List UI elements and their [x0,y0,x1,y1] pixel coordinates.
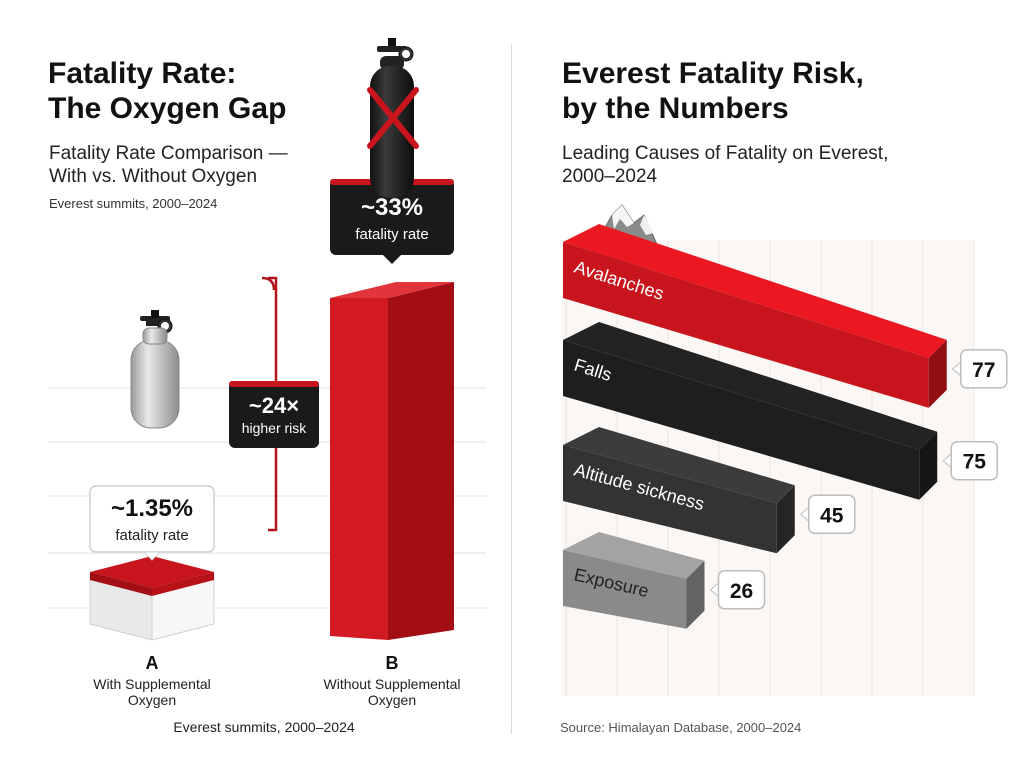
value-label-falls: 75 [963,451,987,474]
category-description-B: Oxygen [368,692,416,708]
value-sublabel-B: fatality rate [355,226,428,243]
left-subtitle-line1: Fatality Rate Comparison — [49,143,288,164]
value-label-exposure: 26 [730,580,753,603]
category-description-B: Without Supplemental [324,676,461,692]
right-source: Source: Himalayan Database, 2000–2024 [560,720,801,735]
value-callout-altitude-sickness: 45 [799,494,856,535]
value-sublabel-A: fatality rate [115,527,188,544]
right-subtitle: Leading Causes of Fatality on Everest, 2… [562,142,888,188]
category-description-A: With Supplemental [93,676,211,692]
panel-divider [511,44,512,734]
left-title-line1: Fatality Rate: [48,57,237,90]
left-panel: Fatality Rate: The Oxygen Gap Fatality R… [48,56,288,211]
bar-avalanches: Avalanches [563,224,947,408]
value-callout-avalanches: 77 [951,349,1008,389]
left-title: Fatality Rate: The Oxygen Gap [48,56,286,126]
category-label-B: B [386,653,399,673]
oxygen-tank-icon [130,310,180,429]
comparison-callout: ~24× higher risk [229,381,319,448]
bar-A [89,556,215,641]
value-callout-exposure: 26 [709,570,766,610]
left-footer: Everest summits, 2000–2024 [173,719,355,735]
bar-altitude-sickness: Altitude sickness [563,427,795,554]
right-subtitle-line2: 2000–2024 [562,166,658,187]
value-callout-falls: 75 [942,440,998,481]
bar-B [330,281,454,640]
comparison-label: higher risk [242,420,308,436]
category-description-A: Oxygen [128,692,176,708]
bar-exposure: Exposure [563,532,705,629]
left-note: Everest summits, 2000–2024 [49,196,218,211]
value-callout-A: ~1.35% fatality rate [89,485,215,561]
right-chart-bars: Avalanches 77 Falls 75 Altitude sickness 45 Ex… [563,224,1008,629]
category-label-A: A [146,653,159,673]
left-subtitle-line2: With vs. Without Oxygen [49,166,258,187]
left-title-line2: The Oxygen Gap [48,92,287,125]
value-callout-B: ~33% fatality rate [330,178,454,264]
value-label-A: ~1.35% [111,495,193,522]
left-subtitle: Fatality Rate Comparison — With vs. With… [49,142,288,188]
value-label-B: ~33% [361,194,423,221]
value-label-avalanches: 77 [972,359,995,382]
crossed-out-oxygen-tank-icon [367,38,419,198]
right-title-line2: by the Numbers [562,92,789,125]
right-title: Everest Fatality Risk, by the Numbers [562,56,864,126]
value-label-altitude-sickness: 45 [820,504,844,527]
right-title-line1: Everest Fatality Risk, [562,57,864,90]
right-subtitle-line1: Leading Causes of Fatality on Everest, [562,143,889,164]
bar-falls: Falls [563,322,938,500]
comparison-value: ~24× [249,393,299,418]
right-panel: Everest Fatality Risk, by the Numbers Le… [512,0,1024,765]
